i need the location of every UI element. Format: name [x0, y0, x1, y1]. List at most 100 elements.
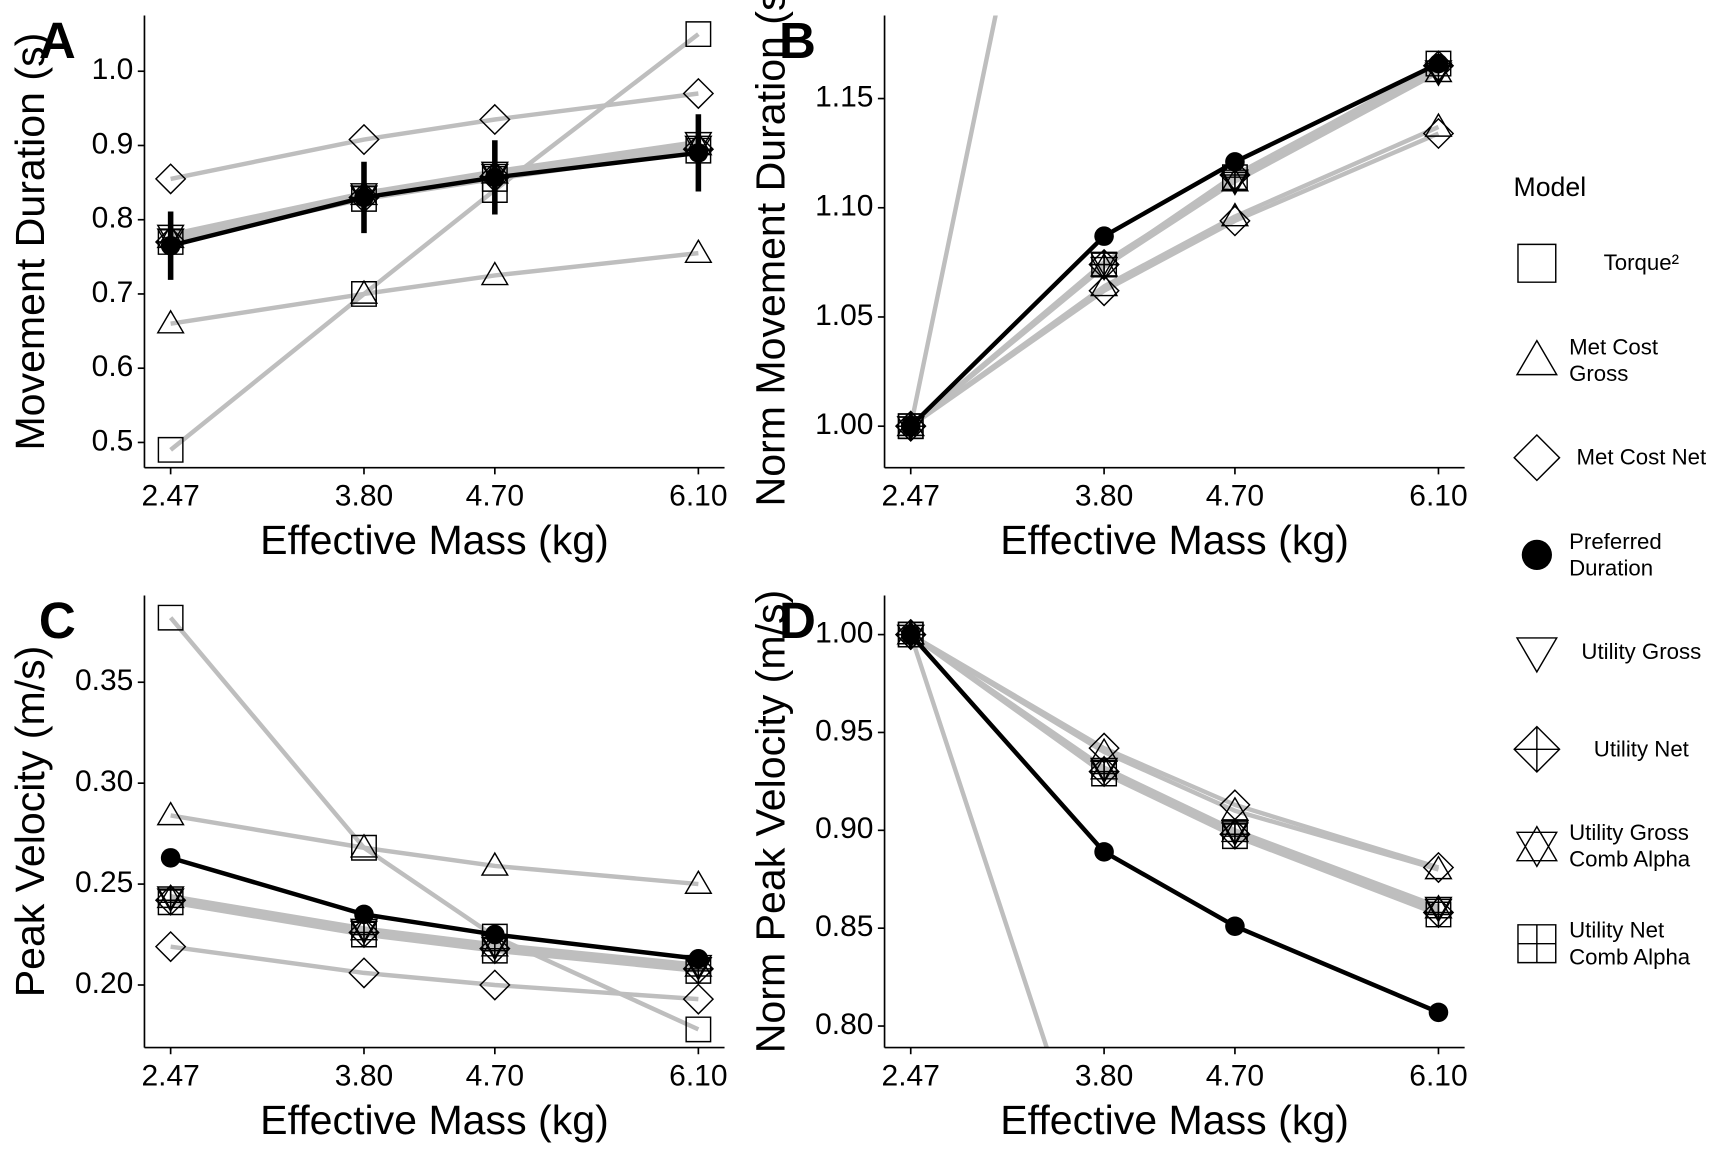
y-tick-label: 0.5: [92, 424, 134, 457]
data-point: [351, 834, 377, 861]
y-tick-label: 1.0: [92, 53, 134, 86]
legend-entry: Utility Gross: [1581, 640, 1701, 664]
series-line: [170, 900, 699, 974]
series-line: [909, 632, 1440, 911]
legend-symbol: [1513, 725, 1561, 773]
panel-label: A: [39, 12, 76, 69]
series-line: [168, 616, 700, 1032]
y-tick-label: 0.30: [75, 765, 133, 798]
legend-symbol: [1513, 434, 1561, 482]
x-tick-label: 4.70: [1206, 480, 1264, 513]
series-line: [170, 893, 699, 968]
x-tick-label: 6.10: [669, 1059, 727, 1092]
data-point: [1220, 202, 1250, 227]
panel-label: B: [779, 12, 816, 69]
x-tick-label: 4.70: [466, 1059, 524, 1092]
y-tick-label: 1.15: [815, 80, 873, 113]
y-tick-label: 0.7: [92, 276, 134, 309]
series-line: [170, 855, 699, 961]
data-point: [900, 416, 921, 436]
data-point: [349, 279, 379, 304]
legend-symbol: [1515, 637, 1558, 674]
data-point: [1425, 901, 1452, 928]
data-point: [688, 948, 709, 969]
data-point: [154, 163, 187, 195]
series-line: [909, 61, 1440, 428]
data-point: [351, 281, 377, 307]
legend-symbol: [1515, 825, 1558, 868]
x-tick-label: 3.80: [1075, 1059, 1133, 1092]
legend-entry: Utility Net: [1593, 737, 1689, 762]
x-tick-label: 6.10: [1409, 480, 1467, 513]
data-point: [1428, 53, 1449, 74]
y-tick-label: 0.90: [815, 812, 873, 845]
data-point: [1422, 117, 1455, 150]
legend-label: Met Cost Net: [1576, 445, 1707, 470]
series-line: [170, 896, 699, 970]
data-point: [1428, 1002, 1449, 1023]
series-line: [170, 150, 699, 248]
data-point: [157, 604, 184, 631]
legend-entry: Utility Net Comb Alpha: [1569, 918, 1691, 970]
y-axis-title: Norm Movement Duration (s): [747, 0, 793, 506]
data-point: [1225, 152, 1245, 172]
legend-label: Utility Net Comb Alpha: [1569, 918, 1691, 970]
data-point: [1219, 205, 1251, 237]
series-line: [909, 632, 1440, 872]
x-tick-label: 3.80: [335, 480, 393, 513]
legend-label: Met Cost Gross: [1569, 334, 1659, 387]
x-tick-label: 6.10: [669, 480, 727, 513]
data-point: [684, 869, 713, 894]
data-point: [479, 969, 511, 1001]
y-tick-label: 0.25: [75, 866, 133, 899]
series-line: [909, 131, 1440, 429]
data-point: [485, 924, 505, 945]
y-tick-label: 0.8: [92, 202, 134, 235]
data-point: [354, 187, 374, 208]
data-point: [900, 624, 921, 645]
y-tick-label: 0.80: [815, 1008, 873, 1041]
y-tick-label: 0.6: [92, 350, 134, 383]
data-point: [1422, 851, 1455, 884]
y-tick-label: 0.85: [815, 910, 873, 943]
data-point: [156, 309, 185, 334]
y-tick-label: 0.35: [75, 664, 133, 697]
x-tick-label: 2.47: [141, 1059, 199, 1092]
data-point: [485, 167, 505, 188]
legend-entry: Met Cost Net: [1576, 445, 1707, 470]
series-line: [170, 143, 699, 241]
data-point: [354, 904, 374, 925]
series-line: [169, 32, 700, 452]
data-point: [1424, 855, 1453, 880]
x-tick-label: 2.47: [882, 1059, 940, 1092]
data-point: [688, 143, 709, 163]
x-tick-label: 3.80: [1075, 480, 1133, 513]
data-point: [157, 889, 184, 916]
series-line: [909, 632, 1440, 917]
y-axis-title: Norm Peak Velocity (m/s): [747, 590, 793, 1053]
data-point: [348, 123, 380, 156]
legend-label: Preferred Duration: [1569, 529, 1662, 581]
legend-entry: Met Cost Gross: [1569, 334, 1659, 387]
legend-entry: Torque²: [1604, 251, 1679, 275]
data-point: [348, 957, 380, 989]
legend-title: Model: [1514, 172, 1587, 202]
x-tick-label: 2.47: [882, 480, 940, 513]
data-point: [684, 238, 713, 264]
data-point: [160, 848, 181, 868]
plot-area: [908, 632, 1440, 1048]
legend-entry: Preferred Duration: [1569, 529, 1662, 581]
series-line: [170, 91, 699, 182]
data-point: [685, 21, 712, 48]
x-axis-title: Effective Mass (kg): [260, 1097, 609, 1143]
data-point: [154, 930, 187, 963]
data-point: [156, 801, 185, 826]
series-line: [909, 633, 1440, 1015]
x-tick-label: 6.10: [1409, 1059, 1467, 1092]
x-axis-title: Effective Mass (kg): [260, 517, 609, 563]
legend-label: Utility Net: [1593, 737, 1689, 762]
legend-symbol: [1517, 243, 1557, 283]
legend-entry: Utility Gross Comb Alpha: [1569, 821, 1690, 872]
data-point: [157, 436, 184, 463]
